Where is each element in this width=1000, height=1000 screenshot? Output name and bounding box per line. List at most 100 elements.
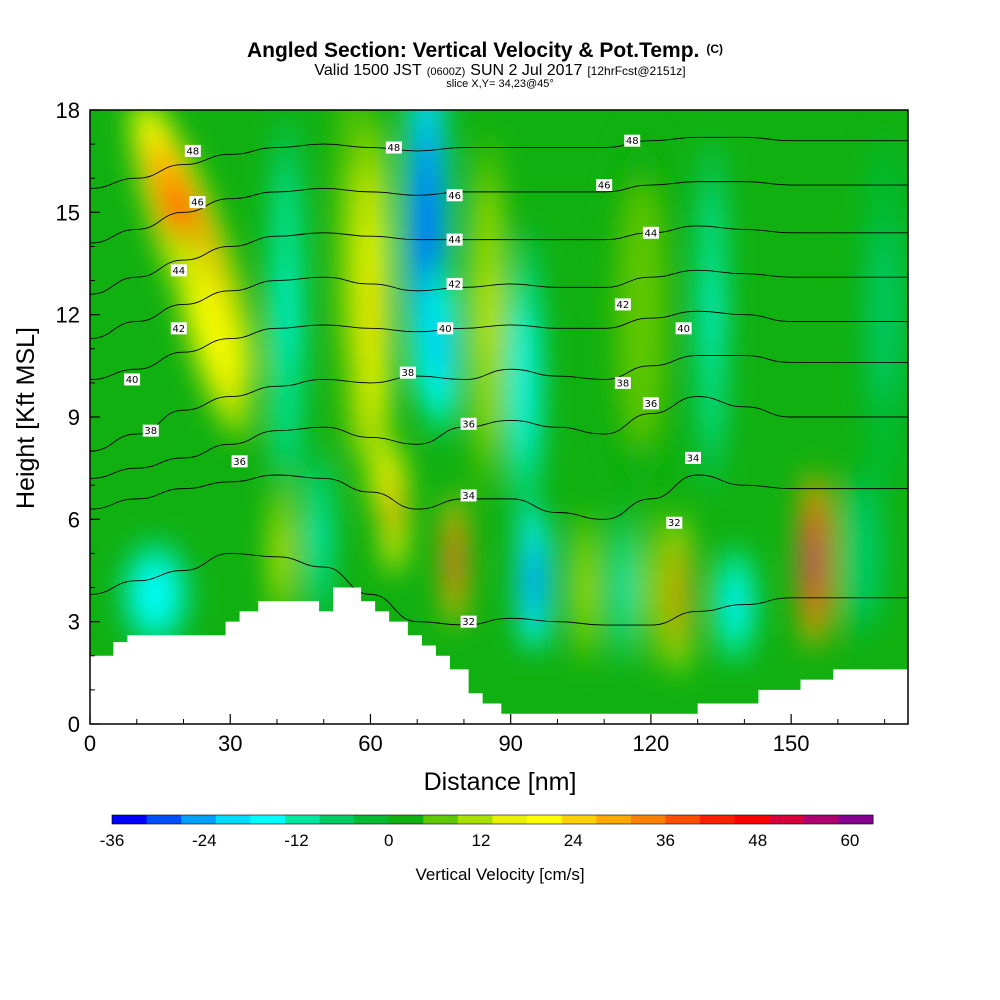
contour-label-text: 48 bbox=[387, 143, 400, 154]
vv-cell-20-3 bbox=[707, 270, 716, 360]
chart-subtitle: Valid 1500 JST (0600Z) SUN 2 Jul 2017 [12hr… bbox=[314, 62, 685, 79]
contour-label-bg bbox=[614, 298, 631, 311]
colorbar-swatch bbox=[181, 815, 217, 824]
y-tick-label: 18 bbox=[56, 98, 80, 123]
contour-label-17: 44 bbox=[446, 233, 463, 246]
contour-label-text: 40 bbox=[677, 324, 690, 335]
colorbar-swatch bbox=[561, 815, 597, 824]
colorbar-tick-label: 24 bbox=[564, 831, 583, 850]
colorbar-swatch bbox=[734, 815, 770, 824]
contour-label-21: 46 bbox=[596, 179, 613, 192]
colorbar-swatch bbox=[388, 815, 424, 824]
x-tick-label: 0 bbox=[84, 731, 96, 756]
colorbar-swatch bbox=[250, 815, 286, 824]
y-tick-label: 6 bbox=[68, 507, 80, 532]
contour-label-10: 40 bbox=[124, 373, 141, 386]
contour-label-bg bbox=[446, 233, 463, 246]
vv-cell-21-3 bbox=[729, 590, 741, 620]
vv-cell-1-3 bbox=[201, 305, 222, 359]
contour-label-text: 44 bbox=[448, 235, 461, 246]
contour-label-5: 36 bbox=[460, 417, 477, 430]
x-tick-label: 150 bbox=[773, 731, 810, 756]
theta-line-36 bbox=[90, 396, 908, 479]
colorbar-swatch bbox=[527, 815, 563, 824]
title-mark: (C) bbox=[706, 42, 723, 56]
contour-label-text: 46 bbox=[191, 198, 204, 209]
theta-line-46 bbox=[90, 181, 908, 244]
colorbar-swatch bbox=[146, 815, 182, 824]
subtitle-forecast: [12hrFcst@2151z] bbox=[587, 64, 685, 78]
x-tick-label: 120 bbox=[633, 731, 670, 756]
contour-label-bg bbox=[460, 615, 477, 628]
contour-label-bg bbox=[446, 277, 463, 290]
contour-label-20: 46 bbox=[446, 189, 463, 202]
chart-title: Angled Section: Vertical Velocity & Pot.… bbox=[247, 39, 723, 62]
contour-label-1: 32 bbox=[666, 516, 683, 529]
contour-label-bg bbox=[675, 322, 692, 335]
y-tick-label: 0 bbox=[68, 712, 80, 737]
contour-label-bg bbox=[460, 417, 477, 430]
colorbar-tick-label: -36 bbox=[100, 831, 125, 850]
vv-cell-8-3 bbox=[390, 492, 397, 526]
contour-label-bg bbox=[437, 322, 454, 335]
colorbar-swatch bbox=[457, 815, 493, 824]
x-tick-label: 30 bbox=[218, 731, 242, 756]
theta-line-34 bbox=[90, 474, 908, 520]
colorbar-swatch bbox=[284, 815, 321, 824]
contour-label-3: 34 bbox=[684, 451, 701, 464]
vv-cell-18-3 bbox=[633, 270, 650, 360]
contour-label-text: 48 bbox=[186, 146, 199, 157]
colorbar bbox=[111, 814, 874, 825]
contour-label-15: 42 bbox=[614, 298, 631, 311]
contour-label-text: 44 bbox=[172, 266, 185, 277]
colorbar-tick-label: 48 bbox=[748, 831, 767, 850]
vv-cell-19-3 bbox=[676, 574, 682, 615]
terrain-mask bbox=[90, 587, 908, 724]
contour-label-8: 38 bbox=[399, 366, 416, 379]
colorbar-swatch bbox=[769, 815, 805, 824]
vv-cell-6-3 bbox=[347, 213, 356, 314]
contour-label-14: 42 bbox=[446, 277, 463, 290]
subtitle-date: SUN 2 Jul 2017 bbox=[470, 62, 582, 79]
vv-cell-11-3 bbox=[451, 543, 458, 577]
x-axis: 0 30 60 90 120 150 bbox=[84, 714, 886, 756]
contour-label-text: 46 bbox=[448, 191, 461, 202]
contour-label-bg bbox=[624, 134, 641, 147]
contour-label-bg bbox=[124, 373, 141, 386]
colorbar-swatch bbox=[423, 815, 459, 824]
contour-label-9: 38 bbox=[614, 376, 631, 389]
y-tick-label: 3 bbox=[68, 610, 80, 635]
contour-label-text: 34 bbox=[462, 491, 475, 502]
colorbar-tick-label: 36 bbox=[656, 831, 675, 850]
contour-label-text: 42 bbox=[172, 324, 185, 335]
contour-label-bg bbox=[170, 322, 187, 335]
plot-area: 32 32 34 34 36 36 36 38 38 38 40 40 40 42 42 42 44 44 44 46… bbox=[90, 110, 908, 724]
contour-label-bg bbox=[184, 144, 201, 157]
contour-label-text: 44 bbox=[645, 228, 658, 239]
theta-line-40 bbox=[90, 310, 908, 380]
contour-label-text: 38 bbox=[401, 368, 414, 379]
contour-label-text: 32 bbox=[462, 617, 475, 628]
contour-label-text: 48 bbox=[626, 136, 639, 147]
contour-label-text: 36 bbox=[233, 457, 246, 468]
colorbar-swatch bbox=[492, 815, 528, 824]
colorbar-frame bbox=[111, 814, 874, 825]
title-main: Angled Section: Vertical Velocity & Pot.… bbox=[247, 39, 699, 62]
theta-line-44 bbox=[90, 225, 908, 295]
contour-label-text: 46 bbox=[598, 181, 611, 192]
vv-cell-4-3 bbox=[278, 533, 285, 574]
vv-cell-17-3 bbox=[648, 567, 654, 608]
y-tick-label: 12 bbox=[56, 303, 80, 328]
vv-cell-2-3 bbox=[146, 579, 165, 609]
colorbar-tick-label: 60 bbox=[840, 831, 859, 850]
potential-temperature-contours bbox=[90, 136, 908, 626]
vv-cell-10-3 bbox=[436, 326, 446, 371]
contour-label-text: 42 bbox=[448, 279, 461, 290]
contour-label-2: 34 bbox=[460, 489, 477, 502]
theta-line-38 bbox=[90, 355, 908, 452]
vv-cell-24-3 bbox=[878, 270, 891, 360]
contour-label-text: 38 bbox=[617, 378, 630, 389]
theta-line-48 bbox=[90, 136, 908, 189]
x-axis-label: Distance [nm] bbox=[424, 768, 577, 796]
